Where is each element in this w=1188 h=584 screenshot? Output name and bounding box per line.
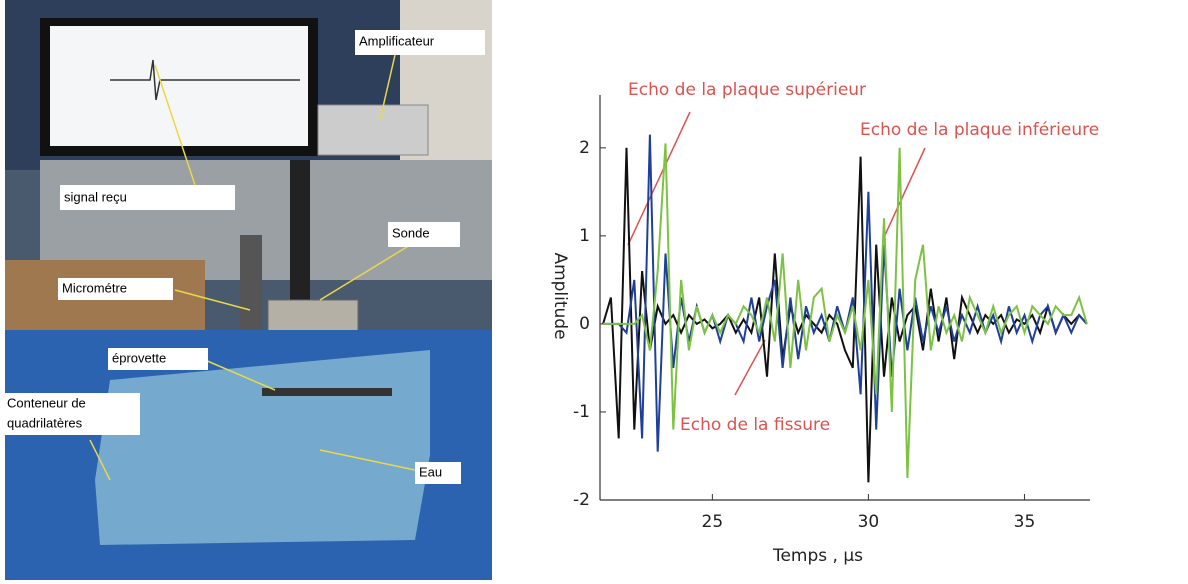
- label-box: [415, 462, 461, 484]
- signal-line: [603, 143, 1088, 479]
- glass-container: [95, 350, 430, 545]
- label-box: [60, 185, 235, 210]
- photo-label: éprovette: [112, 350, 166, 365]
- y-tick-label: -1: [573, 402, 590, 422]
- photo-label: signal reçu: [64, 189, 127, 204]
- amplifier: [317, 104, 429, 156]
- y-tick-label: 1: [579, 226, 590, 246]
- x-axis-label: Temps , μs: [772, 546, 863, 566]
- annotation: Echo de la plaque supérieur: [628, 80, 866, 100]
- y-tick-label: -2: [573, 490, 590, 510]
- photo-label: Micrométre: [62, 280, 127, 295]
- screen: [50, 26, 308, 146]
- annotation: Echo de la plaque inférieure: [860, 120, 1099, 140]
- photo-label: Sonde: [392, 225, 430, 240]
- cable: [290, 160, 310, 300]
- y-axis-label: Amplitude: [550, 252, 570, 339]
- chart: Amplitude Temps , μs -2 -1 0 1 2 25 30 35 Echo d…: [550, 80, 1099, 566]
- y-tick-label: 0: [579, 314, 590, 334]
- specimen: [262, 388, 392, 396]
- photo-label: Eau: [419, 464, 442, 479]
- photo-label: quadrilatères: [7, 415, 83, 430]
- label-box: [108, 348, 208, 370]
- photo-label: Amplificateur: [359, 33, 435, 48]
- label-box: [5, 393, 140, 435]
- micrometer: [240, 235, 262, 345]
- signal-line: [603, 134, 1088, 452]
- label-box: [58, 278, 173, 300]
- annotation-arrows: [627, 111, 926, 396]
- label-box: [355, 30, 485, 55]
- x-tick-label: 30: [858, 512, 880, 532]
- screen-signal: [110, 59, 300, 101]
- signal-line: [602, 147, 1088, 483]
- x-tick-label: 35: [1014, 512, 1036, 532]
- label-box: [388, 222, 460, 247]
- label-leaders: [89, 54, 416, 481]
- y-tick-label: 2: [579, 138, 590, 158]
- annotation: Echo de la fissure: [680, 415, 830, 435]
- x-tick-label: 25: [702, 512, 724, 532]
- photo-label: Conteneur de: [7, 395, 86, 410]
- photo: signal reçu Amplificateur Sonde Micromét…: [5, 0, 492, 580]
